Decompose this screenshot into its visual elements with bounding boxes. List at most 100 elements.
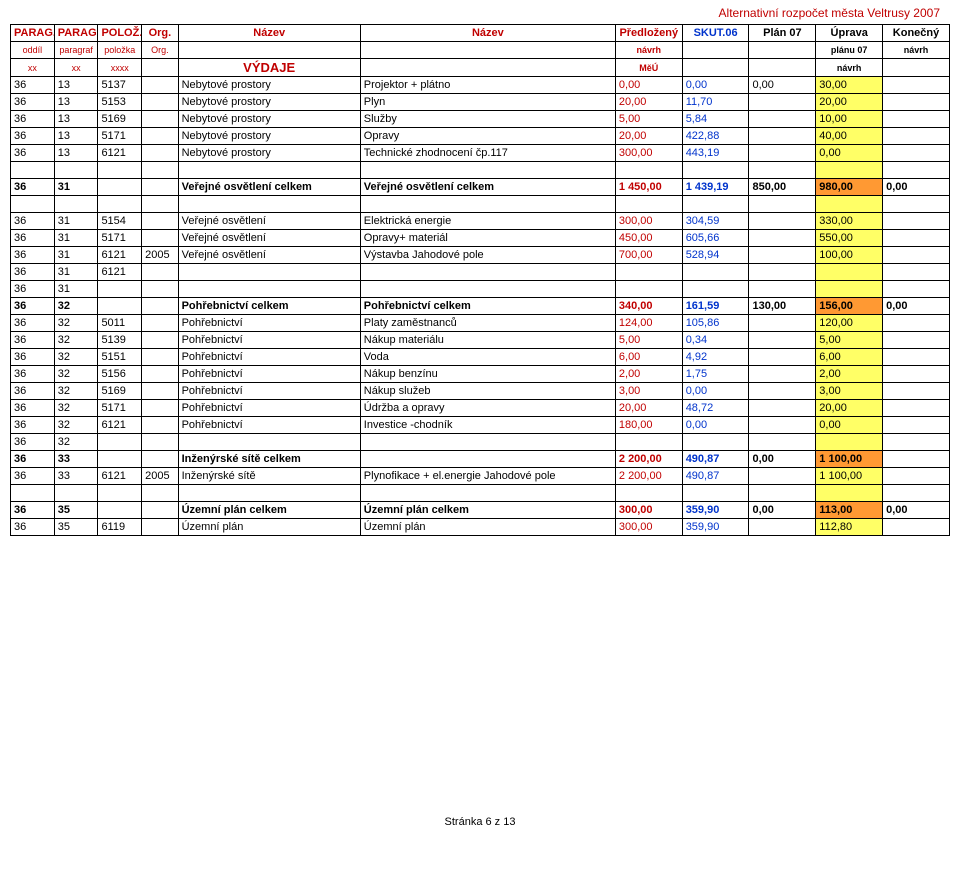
empty-cell (682, 196, 749, 213)
cell-j: 0,00 (816, 145, 883, 162)
cell-k (883, 468, 950, 485)
cell-k (883, 315, 950, 332)
cell-e: Pohřebnictví (178, 400, 360, 417)
table-row: 3632Pohřebnictví celkemPohřebnictví celk… (11, 298, 950, 315)
cell-h (682, 434, 749, 451)
empty-cell (682, 162, 749, 179)
cell-f (360, 264, 615, 281)
cell-h: 0,00 (682, 383, 749, 400)
cell-k (883, 400, 950, 417)
cell-e: Pohřebnictví (178, 383, 360, 400)
empty-cell (11, 485, 55, 502)
table-row: 36325151PohřebnictvíVoda6,004,926,00 (11, 349, 950, 366)
cell-c: 5156 (98, 366, 142, 383)
empty-cell (54, 485, 98, 502)
hdr2-e (178, 42, 360, 59)
cell-h: 48,72 (682, 400, 749, 417)
cell-g: 6,00 (615, 349, 682, 366)
cell-f: Opravy+ materiál (360, 230, 615, 247)
cell-k: 0,00 (883, 502, 950, 519)
cell-e (178, 281, 360, 298)
empty-cell (178, 162, 360, 179)
cell-g: 450,00 (615, 230, 682, 247)
empty-cell (360, 485, 615, 502)
cell-e: Inženýrské sítě (178, 468, 360, 485)
cell-b: 31 (54, 281, 98, 298)
hdr2-h (682, 42, 749, 59)
empty-cell (749, 196, 816, 213)
cell-a: 36 (11, 128, 55, 145)
cell-e: Veřejné osvětlení (178, 247, 360, 264)
cell-e: Pohřebnictví (178, 349, 360, 366)
cell-c: 5139 (98, 332, 142, 349)
empty-cell (54, 162, 98, 179)
cell-b: 32 (54, 298, 98, 315)
cell-c (98, 451, 142, 468)
cell-h: 528,94 (682, 247, 749, 264)
table-row: 36315154Veřejné osvětleníElektrická ener… (11, 213, 950, 230)
hdr-poloz: POLOŽ. (98, 25, 142, 42)
hdr3-d (142, 59, 178, 77)
table-row: 363361212005Inženýrské sítěPlynofikace +… (11, 468, 950, 485)
cell-j: 3,00 (816, 383, 883, 400)
cell-a: 36 (11, 349, 55, 366)
cell-k (883, 383, 950, 400)
cell-g: 20,00 (615, 400, 682, 417)
table-row: 3631 (11, 281, 950, 298)
table-row: 36135153Nebytové prostoryPlyn20,0011,702… (11, 94, 950, 111)
table-row: 36135137Nebytové prostoryProjektor + plá… (11, 77, 950, 94)
empty-cell (749, 162, 816, 179)
cell-d: 2005 (142, 468, 178, 485)
hdr3-a: xx (11, 59, 55, 77)
cell-j (816, 434, 883, 451)
cell-e: Pohřebnictví (178, 417, 360, 434)
cell-c (98, 434, 142, 451)
cell-a: 36 (11, 434, 55, 451)
cell-d (142, 400, 178, 417)
cell-c: 5171 (98, 400, 142, 417)
cell-a: 36 (11, 298, 55, 315)
cell-k (883, 145, 950, 162)
cell-h: 443,19 (682, 145, 749, 162)
cell-b: 13 (54, 111, 98, 128)
cell-a: 36 (11, 519, 55, 536)
cell-h: 105,86 (682, 315, 749, 332)
hdr2-g: návrh (615, 42, 682, 59)
cell-h (682, 264, 749, 281)
empty-cell (883, 162, 950, 179)
hdr2-a: oddíl (11, 42, 55, 59)
cell-e: Nebytové prostory (178, 94, 360, 111)
cell-c: 5169 (98, 111, 142, 128)
cell-a: 36 (11, 264, 55, 281)
cell-a: 36 (11, 179, 55, 196)
cell-g (615, 434, 682, 451)
cell-f: Plyn (360, 94, 615, 111)
cell-j (816, 264, 883, 281)
cell-h: 359,90 (682, 502, 749, 519)
cell-k (883, 434, 950, 451)
cell-b: 13 (54, 128, 98, 145)
hdr-predlozeny: Předložený (615, 25, 682, 42)
cell-g: 300,00 (615, 213, 682, 230)
empty-cell (360, 196, 615, 213)
cell-i: 0,00 (749, 502, 816, 519)
empty-cell (816, 162, 883, 179)
cell-i (749, 145, 816, 162)
cell-a: 36 (11, 213, 55, 230)
cell-b: 32 (54, 400, 98, 417)
table-row: 36135171Nebytové prostoryOpravy20,00422,… (11, 128, 950, 145)
cell-a: 36 (11, 94, 55, 111)
cell-d (142, 264, 178, 281)
cell-c: 5011 (98, 315, 142, 332)
cell-b: 32 (54, 349, 98, 366)
cell-a: 36 (11, 315, 55, 332)
cell-f (360, 451, 615, 468)
cell-h: 1,75 (682, 366, 749, 383)
cell-f: Nákup materiálu (360, 332, 615, 349)
table-row: 36325156PohřebnictvíNákup benzínu2,001,7… (11, 366, 950, 383)
cell-i (749, 315, 816, 332)
cell-h: 422,88 (682, 128, 749, 145)
hdr2-j: plánu 07 (816, 42, 883, 59)
cell-j: 112,80 (816, 519, 883, 536)
cell-f: Služby (360, 111, 615, 128)
